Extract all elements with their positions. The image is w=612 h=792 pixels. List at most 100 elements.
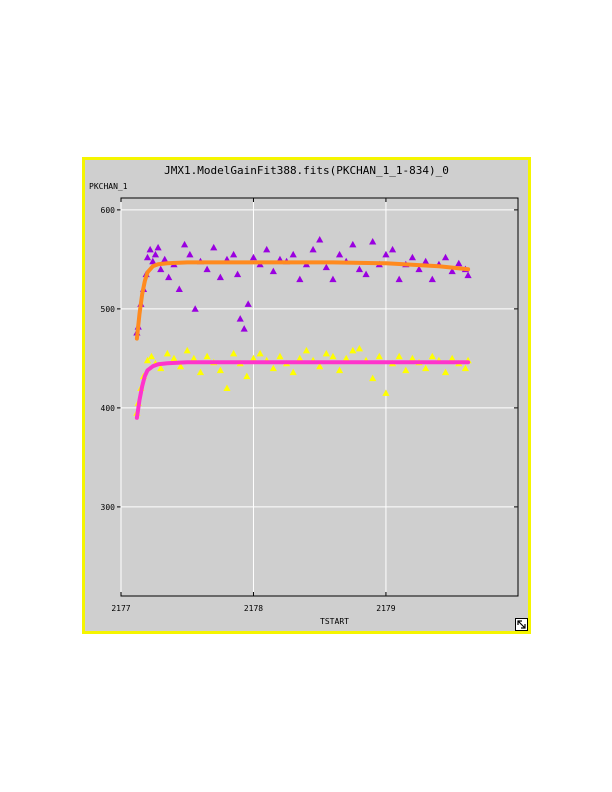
scatter-point [170,354,178,362]
y-tick-label: 400 [101,404,116,413]
scatter-point [296,275,304,283]
scatter-point [154,243,162,251]
scatter-point [408,253,417,261]
scatter-point [335,250,344,258]
scatter-point [329,352,337,360]
scatter-point [322,263,330,271]
scatter-point [309,245,317,253]
scatter-point [362,270,370,278]
fit-curve-line [134,360,471,420]
y-tick-label: 300 [101,503,116,512]
scatter-point [147,352,156,360]
scatter-point [191,305,199,312]
scatter-point [402,366,410,374]
scatter-point [146,245,154,253]
scatter-point [441,253,450,261]
scatter-point [165,273,173,281]
scatter-point [335,366,344,374]
scatter-point [329,275,337,283]
scatter-point [464,271,472,279]
scatter-point [355,344,364,352]
chart-svg: 300 400 500 600 2177 2178 2179 PKCHAN_1 TSTART [89,182,519,626]
scatter-point [229,349,238,357]
scatter-point [190,354,198,362]
scatter-point [240,325,248,332]
scatter-point [428,275,436,283]
scatter-point [296,354,304,362]
y-tick-label: 500 [101,305,116,314]
scatter-point [256,349,264,357]
scatter-point [382,250,390,258]
scatter-point [263,245,271,253]
scatter-point [216,273,224,281]
scatter-point [395,352,403,360]
scatter-point [177,362,185,370]
scatter-point [349,240,357,248]
scatter-point [180,240,189,248]
scatter-point [322,349,330,357]
scatter-point [196,368,205,376]
scatter-point [269,364,277,372]
scatter-point [302,346,311,354]
scatter-point [223,384,231,391]
scatter-point [415,265,423,273]
scatter-point [229,250,238,258]
scatter-point [455,259,463,267]
scatter-point [216,366,224,374]
scatter-point [249,354,258,362]
scatter-point [151,250,160,258]
scatter-point [422,364,430,372]
scatter-point [289,368,297,376]
plot-window: JMX1.ModelGainFit388.fits(PKCHAN_1_1-834… [82,157,531,634]
scatter-point [342,354,350,362]
x-tick-label: 2178 [244,604,263,613]
resize-arrow-icon[interactable] [515,618,528,631]
scatter-point [369,237,377,245]
scatter-point [316,235,324,243]
scatter-point [175,285,183,292]
scatter-point [244,300,252,307]
scatter-point [243,372,251,380]
plot-frame [120,197,519,597]
scatter-point [276,352,284,360]
scatter-point [183,346,191,354]
scatter-point [186,250,194,258]
scatter-point [428,352,436,360]
chart-title: JMX1.ModelGainFit388.fits(PKCHAN_1_1-834… [164,164,449,177]
scatter-point [375,352,383,360]
scatter-point [369,374,377,382]
scatter-point [422,257,430,265]
fit-curve-line [134,260,471,341]
scatter-point [289,250,297,258]
y-tick-label: 600 [101,206,116,215]
x-axis-label: TSTART [320,617,349,626]
scatter-point [269,267,277,275]
scatter-point [157,364,165,372]
scatter-point [236,315,244,322]
scatter-point [408,354,417,362]
scatter-point [388,245,397,253]
scatter-point [461,364,470,372]
scatter-point [441,368,450,376]
scatter-point [395,275,403,283]
x-tick-label: 2177 [111,604,130,613]
scatter-point [157,265,165,273]
scatter-point [316,362,324,370]
scatter-point [203,265,211,273]
scatter-point [210,243,218,251]
scatter-point [203,352,211,360]
scatter-point [448,354,456,362]
scatter-point [249,253,258,261]
x-tick-label: 2179 [376,604,395,613]
scatter-point [349,346,357,354]
scatter-point [149,257,157,265]
scatter-point [382,389,390,396]
scatter-point [143,253,152,261]
scatter-point [163,349,171,357]
scatter-point [233,270,242,278]
y-axis-label: PKCHAN_1 [89,182,128,191]
scatter-point [161,255,169,263]
scatter-point [355,265,364,273]
scatter-point [143,356,152,364]
scatter-point [448,267,456,275]
